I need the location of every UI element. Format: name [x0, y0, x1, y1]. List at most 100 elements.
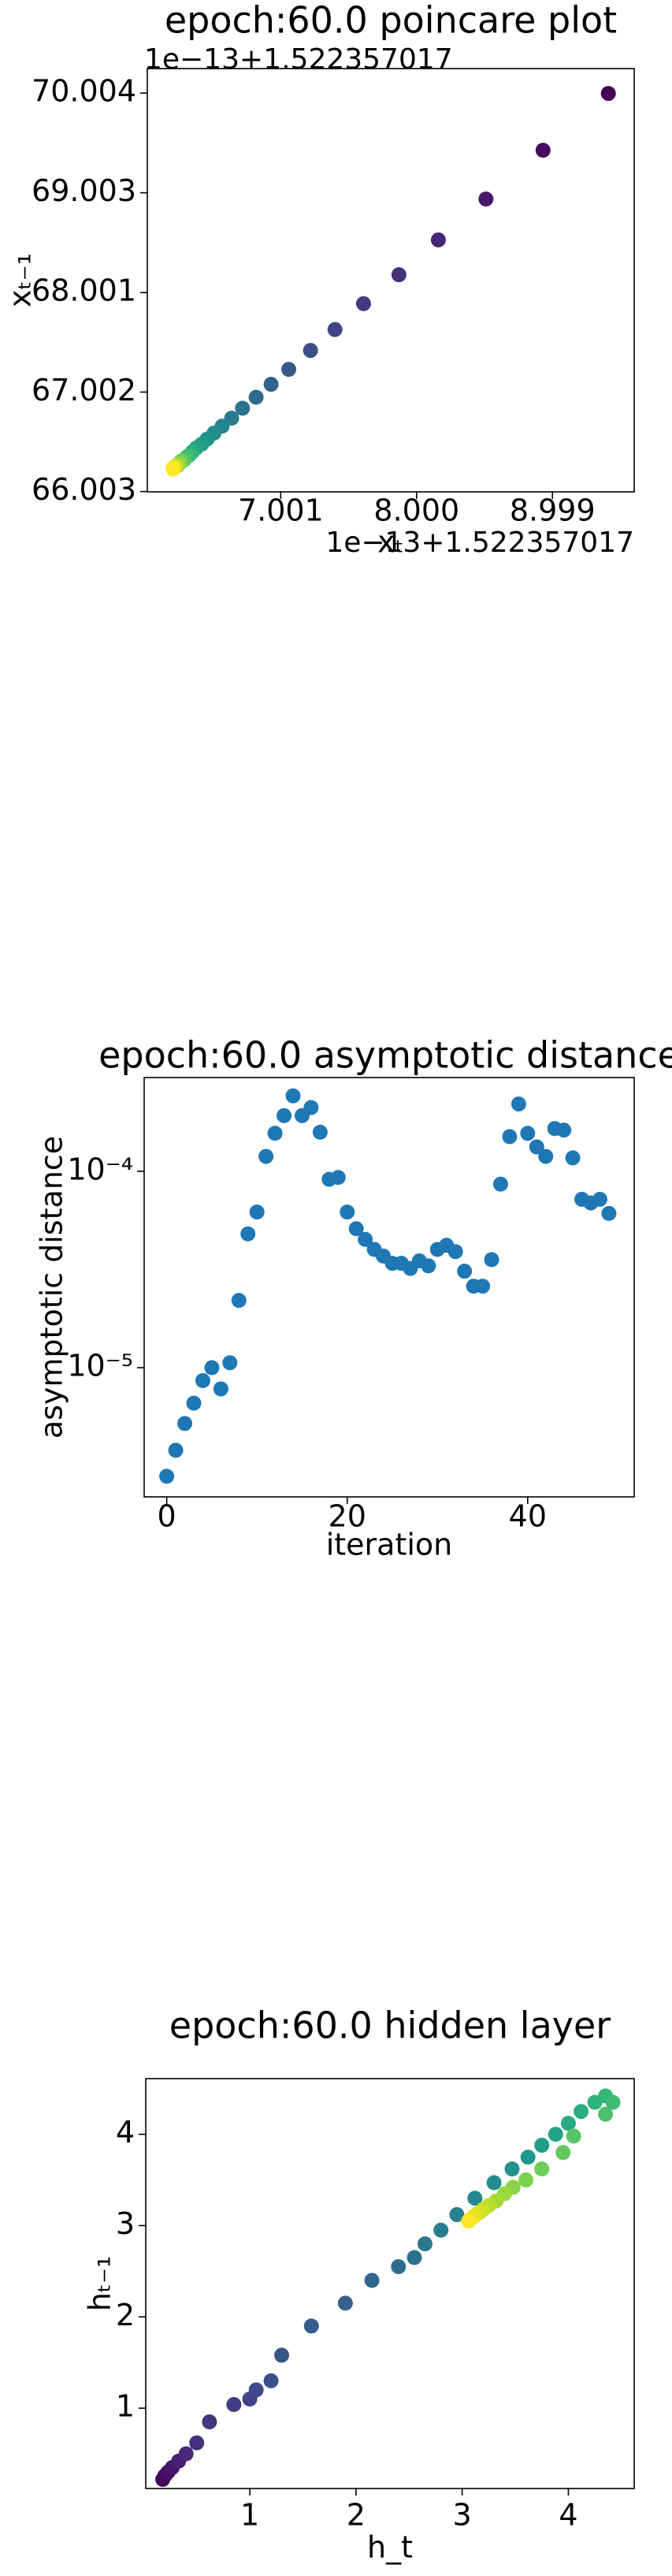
point — [340, 1204, 355, 1220]
point — [574, 2104, 589, 2120]
x-tick-label: 8.999 — [510, 493, 596, 528]
point — [267, 1126, 283, 1141]
point — [303, 2318, 319, 2334]
point — [598, 2106, 614, 2122]
chart-title: epoch:60.0 hidden layer — [169, 2005, 611, 2047]
chart-title: epoch:60.0 asymptotic distance — [98, 1034, 672, 1077]
point — [430, 232, 446, 248]
y-tick-label: 70.004 — [32, 74, 136, 109]
point — [240, 1226, 256, 1241]
point — [520, 2150, 536, 2165]
point — [534, 2161, 550, 2177]
point — [281, 362, 297, 378]
point — [391, 2259, 407, 2275]
chart-title: epoch:60.0 poincare plot — [165, 0, 617, 42]
point — [461, 2213, 477, 2229]
point — [592, 1191, 607, 1207]
plot-frame — [145, 2078, 635, 2489]
point — [601, 1205, 617, 1221]
point — [407, 2250, 422, 2265]
y-tick-label: 68.001 — [32, 274, 136, 308]
point — [231, 1293, 247, 1308]
point — [475, 1279, 491, 1294]
y-tick-label: 66.003 — [32, 472, 136, 507]
x-tick-label: 2 — [347, 2498, 366, 2533]
point — [303, 1100, 319, 1115]
point — [535, 143, 551, 158]
point — [417, 2236, 433, 2252]
point — [277, 1107, 292, 1123]
point — [433, 2222, 449, 2238]
x-tick-label: 4 — [559, 2498, 577, 2533]
y-tick-label: 69.003 — [32, 173, 136, 208]
point — [186, 1395, 202, 1411]
x-tick-label: 40 — [509, 1499, 547, 1534]
y-tick-label: 2 — [116, 2298, 135, 2332]
point — [534, 2138, 550, 2153]
point — [502, 1129, 518, 1145]
x-tick-label: 1 — [240, 2498, 259, 2533]
point — [510, 1096, 526, 1112]
point — [274, 2347, 290, 2363]
point — [421, 1258, 436, 1274]
point — [303, 343, 318, 359]
x-tick-label: 0 — [158, 1499, 176, 1534]
point — [204, 1360, 220, 1375]
point — [168, 1442, 184, 1458]
point — [248, 2382, 264, 2398]
point — [355, 296, 371, 311]
point — [177, 1416, 193, 1431]
x-tick-label: 20 — [329, 1499, 366, 1534]
y-tick-label: 10⁻⁴ — [67, 1152, 133, 1186]
point — [226, 2396, 242, 2412]
point — [263, 377, 279, 393]
point — [565, 1150, 581, 1166]
plot-frame — [147, 68, 635, 493]
point — [556, 1122, 572, 1138]
point — [391, 267, 407, 283]
point — [449, 2207, 465, 2223]
point — [195, 1372, 210, 1388]
point — [492, 1176, 508, 1192]
point — [165, 461, 181, 477]
y-axis-label: hₜ₋₁ — [83, 2256, 117, 2312]
y-tick-label: 10⁻⁵ — [67, 1349, 133, 1383]
point — [447, 1244, 463, 1260]
point — [248, 389, 264, 405]
point — [337, 2295, 353, 2311]
point — [529, 1139, 544, 1155]
point — [605, 2094, 621, 2110]
point — [555, 2145, 571, 2161]
point — [538, 1148, 554, 1164]
point — [504, 2161, 520, 2177]
point — [249, 1204, 265, 1220]
point — [566, 2128, 581, 2144]
point — [520, 1126, 536, 1141]
point — [600, 86, 616, 102]
point — [560, 2116, 576, 2131]
point — [189, 2435, 205, 2451]
y-axis-label: asymptotic distance — [35, 1136, 69, 1439]
plot-frame — [143, 1077, 635, 1498]
point — [213, 1381, 228, 1397]
point — [285, 1088, 301, 1104]
point — [478, 192, 494, 207]
point — [178, 2446, 194, 2462]
point — [222, 1355, 238, 1371]
y-tick-label: 4 — [116, 2115, 135, 2150]
point — [235, 400, 251, 416]
point — [348, 1221, 364, 1237]
point — [258, 1148, 274, 1164]
x-tick-label: 3 — [453, 2498, 472, 2533]
point — [263, 2373, 279, 2388]
point — [486, 2175, 502, 2191]
x-axis-label: xₜ — [377, 525, 404, 560]
y-tick-label: 1 — [116, 2389, 135, 2424]
y-tick-label: 3 — [116, 2206, 135, 2241]
point — [358, 1231, 373, 1247]
y-tick-label: 67.002 — [32, 373, 136, 408]
y-offset-text: 1e−13+1.522357017 — [144, 43, 453, 76]
x-tick-label: 8.000 — [373, 493, 459, 528]
